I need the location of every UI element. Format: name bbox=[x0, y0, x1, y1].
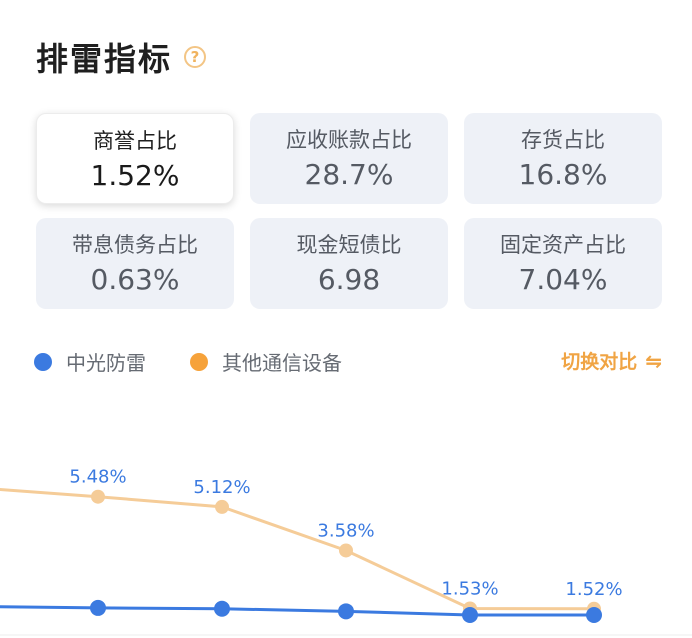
data-label: 1.52% bbox=[565, 579, 622, 600]
data-label: 5.48% bbox=[69, 467, 126, 488]
legend-item-industry[interactable]: 其他通信设备 bbox=[190, 347, 342, 376]
metric-label: 现金短债比 bbox=[296, 233, 402, 257]
data-label: 1.53% bbox=[441, 578, 498, 599]
legend-dot-icon bbox=[34, 352, 52, 371]
metric-card-receivables[interactable]: 应收账款占比 28.7% bbox=[250, 113, 448, 204]
switch-icon: ⇋ bbox=[645, 348, 662, 373]
data-point-company[interactable] bbox=[90, 599, 106, 616]
help-icon[interactable]: ? bbox=[184, 46, 207, 68]
data-label: 3.58% bbox=[317, 520, 374, 541]
metric-card-inventory[interactable]: 存货占比 16.8% bbox=[464, 113, 662, 204]
metric-card-goodwill[interactable]: 商誉占比 1.52% bbox=[36, 113, 234, 204]
data-point-company[interactable] bbox=[214, 600, 230, 617]
legend-item-company[interactable]: 中光防雷 bbox=[34, 347, 146, 376]
metric-value: 16.8% bbox=[518, 158, 608, 191]
metric-card-interest-debt[interactable]: 带息债务占比 0.63% bbox=[36, 218, 234, 309]
metric-value: 0.63% bbox=[90, 263, 180, 296]
legend-label: 其他通信设备 bbox=[222, 351, 342, 375]
metric-value: 7.04% bbox=[518, 263, 608, 296]
metric-label: 存货占比 bbox=[521, 128, 605, 152]
series-line-company bbox=[0, 605, 594, 617]
metric-card-cash-short-debt[interactable]: 现金短债比 6.98 bbox=[250, 218, 448, 309]
legend-label: 中光防雷 bbox=[66, 351, 146, 375]
metric-value: 1.52% bbox=[90, 159, 180, 192]
metric-label: 商誉占比 bbox=[93, 129, 177, 153]
data-point-company[interactable] bbox=[586, 607, 602, 623]
data-point-industry[interactable] bbox=[215, 499, 229, 514]
switch-compare-label: 切换对比 bbox=[561, 351, 638, 373]
metric-label: 固定资产占比 bbox=[500, 233, 626, 257]
legend-dot-icon bbox=[190, 352, 208, 371]
metric-label: 应收账款占比 bbox=[286, 128, 412, 152]
section-header: 排雷指标 ? bbox=[36, 34, 207, 80]
series-line-industry bbox=[0, 488, 595, 611]
chart-legend: 中光防雷 其他通信设备 切换对比 ⇋ bbox=[34, 347, 662, 375]
data-label: 5.12% bbox=[193, 477, 250, 498]
data-point-company[interactable] bbox=[462, 607, 478, 623]
metric-value: 6.98 bbox=[317, 263, 381, 296]
metric-label: 带息债务占比 bbox=[72, 233, 198, 257]
metric-value: 28.7% bbox=[304, 158, 394, 191]
data-point-company[interactable] bbox=[338, 603, 354, 620]
data-point-industry[interactable] bbox=[339, 543, 353, 558]
metric-card-fixed-assets[interactable]: 固定资产占比 7.04% bbox=[464, 218, 662, 309]
line-chart: 5.48% 5.12% 3.58% 1.53% 1.52%% bbox=[0, 460, 692, 636]
data-label-partial: % bbox=[0, 460, 1, 481]
switch-compare-button[interactable]: 切换对比 ⇋ bbox=[561, 347, 662, 374]
section-title: 排雷指标 bbox=[36, 40, 173, 78]
data-point-industry[interactable] bbox=[91, 489, 105, 504]
